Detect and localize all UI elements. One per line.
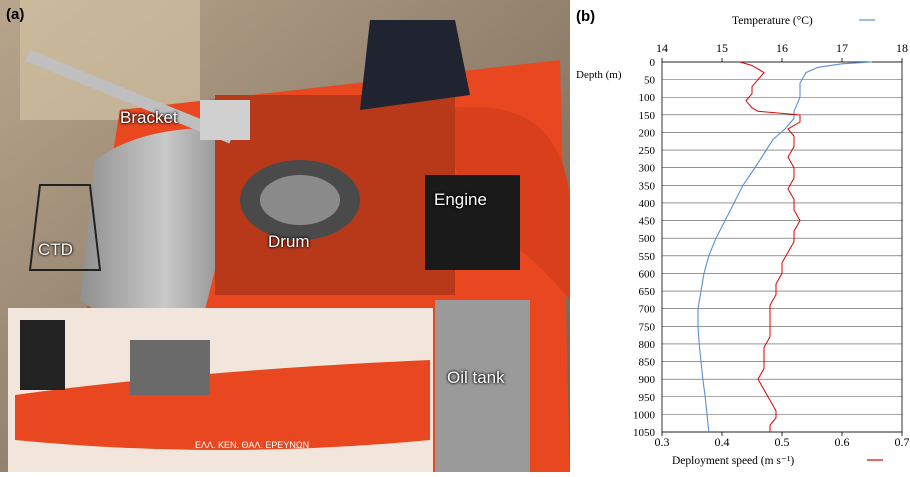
top-tick-label: 14	[656, 41, 668, 55]
y-tick-label: 550	[639, 251, 656, 263]
y-tick-label: 950	[639, 392, 656, 404]
label-oil-tank: Oil tank	[447, 368, 505, 387]
bottom-tick-label: 0.3	[655, 435, 670, 449]
y-tick-label: 100	[639, 92, 656, 104]
label-bracket: Bracket	[120, 108, 178, 127]
y-tick-label: 600	[639, 268, 656, 280]
y-tick-label: 850	[639, 357, 656, 369]
y-axis-label: Depth (m)	[576, 69, 622, 81]
top-axis-label: Temperature (°C)	[732, 15, 813, 27]
depth-profile-chart: (b) 0 50 100 150 200 250 300 350 400 450 500 550 600…	[572, 0, 910, 472]
y-tick-label: 450	[639, 216, 656, 228]
y-tick-label: 400	[639, 198, 656, 210]
bracket-arm	[25, 50, 234, 144]
bracket-block	[200, 100, 250, 140]
outboard-motor	[360, 20, 470, 110]
y-tick-label: 900	[639, 374, 656, 386]
top-tick-label: 15	[716, 41, 728, 55]
bottom-tick-label: 0.7	[895, 435, 910, 449]
label-drum: Drum	[268, 232, 310, 251]
y-tick-label: 1000	[633, 409, 656, 421]
inset-winch	[130, 340, 210, 395]
label-engine: Engine	[434, 190, 487, 209]
winch-photo: ΕΛΛ. ΚΕΝ. ΘΑΛ. ΕΡΕΥΝΩΝ (a) Bracket Drum …	[0, 0, 570, 472]
plot-frame	[661, 61, 903, 433]
y-tick-label: 800	[639, 339, 656, 351]
y-tick-label: 200	[639, 127, 656, 139]
inset-boat	[15, 360, 430, 450]
y-tick-label: 1050	[633, 427, 656, 439]
oil-tank	[435, 300, 530, 472]
panel-b-letter: (b)	[576, 8, 596, 25]
y-tick-label: 50	[644, 75, 656, 87]
gray-tube	[80, 128, 250, 330]
y-tick-label: 750	[639, 321, 656, 333]
top-tick-label: 16	[776, 41, 788, 55]
drum-core	[260, 175, 340, 225]
winch-photo-drawing: ΕΛΛ. ΚΕΝ. ΘΑΛ. ΕΡΕΥΝΩΝ	[0, 0, 570, 472]
engine-block	[425, 175, 520, 270]
y-tick-label: 300	[639, 163, 656, 175]
panel-a-letter: (a)	[6, 6, 25, 23]
bottom-axis-label: Deployment speed (m s⁻¹)	[672, 455, 794, 467]
chart-svg: 0 50 100 150 200 250 300 350 400 450 500 550 600 650 7…	[576, 15, 910, 467]
y-tick-label: 650	[639, 286, 656, 298]
temperature-series-line	[697, 61, 873, 433]
label-ctd: CTD	[38, 240, 73, 259]
bottom-tick-label: 0.4	[715, 435, 730, 449]
speed-series-line	[739, 61, 801, 432]
inset-boat-text: ΕΛΛ. ΚΕΝ. ΘΑΛ. ΕΡΕΥΝΩΝ	[195, 440, 309, 450]
bottom-tick-label: 0.5	[775, 435, 790, 449]
y-tick-label: 150	[639, 110, 656, 122]
y-tick-label: 0	[650, 57, 656, 69]
y-tick-label: 700	[639, 304, 656, 316]
y-tick-label: 350	[639, 180, 656, 192]
inset-motor	[20, 320, 65, 390]
y-tick-label: 500	[639, 233, 656, 245]
top-tick-label: 17	[836, 41, 848, 55]
y-tick-label: 250	[639, 145, 656, 157]
ctd-cage	[28, 184, 102, 271]
bottom-tick-label: 0.6	[835, 435, 850, 449]
top-tick-label: 18	[896, 41, 908, 55]
